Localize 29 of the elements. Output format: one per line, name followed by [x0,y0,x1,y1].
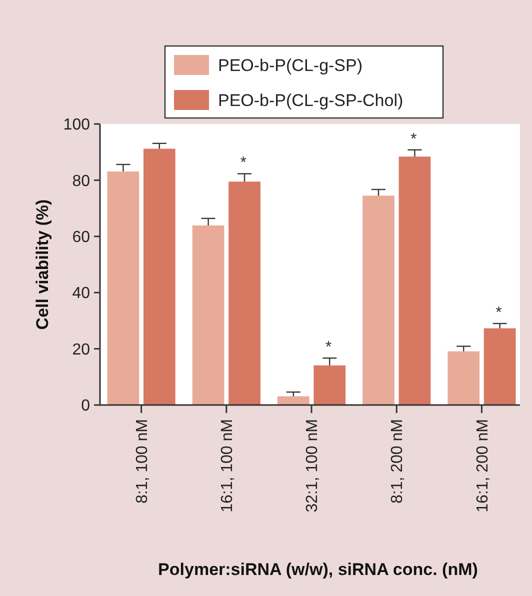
x-axis-title: Polymer:siRNA (w/w), siRNA conc. (nM) [158,560,478,579]
bar [107,171,140,405]
legend-label: PEO-b-P(CL-g-SP-Chol) [218,90,404,110]
y-tick-label: 40 [72,285,90,302]
annotation: * [240,154,247,172]
y-tick-label: 60 [72,229,90,246]
bar [192,225,224,405]
x-tick-label: 16:1, 100 nM [219,419,236,512]
y-axis-title: Cell viability (%) [33,199,52,330]
annotation: * [496,304,502,322]
bar [484,328,516,405]
x-tick-label: 8:1, 100 nM [134,419,151,504]
bar [314,365,346,405]
annotation: * [325,339,332,356]
y-tick-label: 100 [63,116,90,134]
bar [448,351,480,405]
bar [143,148,176,405]
x-tick-label: 16:1, 200 nM [474,419,492,512]
y-tick-label: 0 [81,398,90,415]
bar [398,156,431,405]
bar [277,396,310,405]
y-tick-label: 20 [72,341,90,358]
x-tick-label: 8:1, 200 nM [389,419,406,504]
y-tick-label: 80 [72,172,90,190]
legend-label: PEO-b-P(CL-g-SP) [218,56,363,75]
annotation: * [410,130,417,148]
bar [228,182,260,405]
x-tick-label: 32:1, 100 nM [304,419,322,512]
bar [362,196,394,405]
